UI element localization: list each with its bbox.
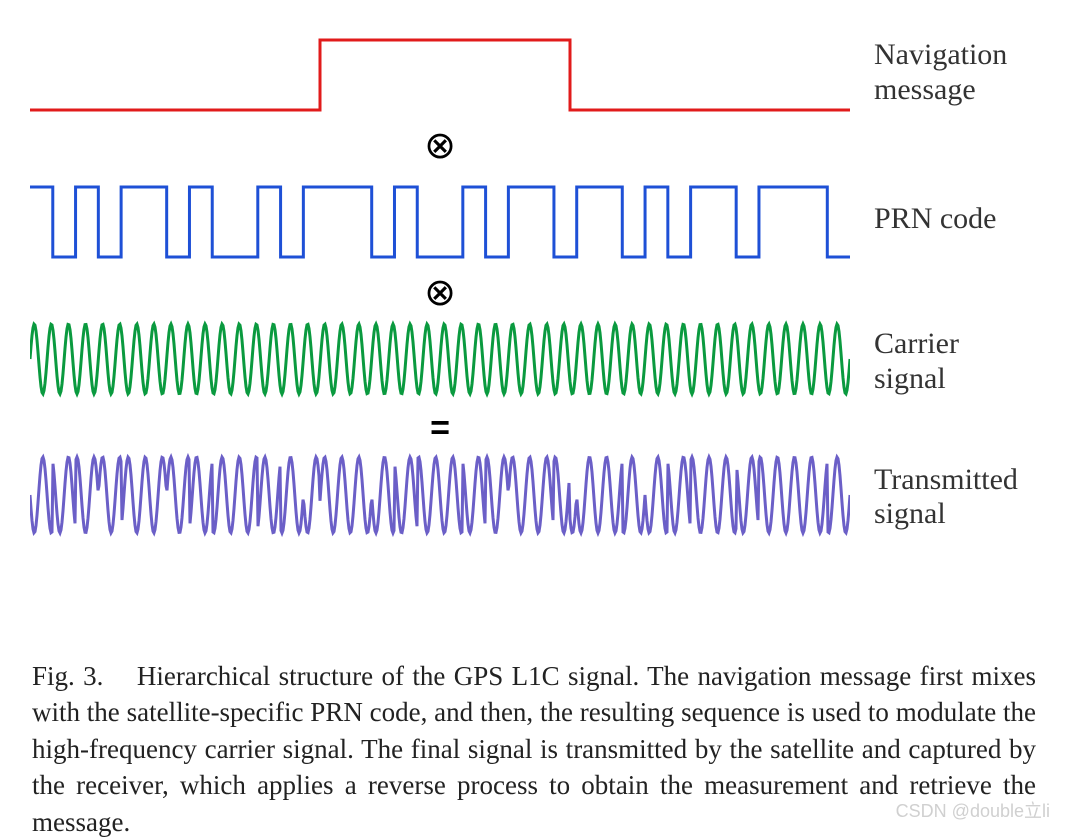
transmitted-signal-row: Transmittedsignal (30, 447, 1038, 547)
prn-label: PRN code (850, 202, 1038, 237)
transmitted-signal-svg (30, 447, 850, 547)
figure-number: Fig. 3. (32, 661, 103, 691)
figure-caption: Fig. 3. Hierarchical structure of the GP… (30, 640, 1038, 840)
prn-code-row: PRN code (30, 167, 1038, 272)
equals-operator: = (30, 409, 850, 447)
multiply-operator-1: ⊗ (30, 125, 850, 167)
prn-signal-svg (30, 167, 850, 272)
caption-text: Hierarchical structure of the GPS L1C si… (32, 661, 1036, 837)
carrier-label: Carriersignal (850, 327, 1038, 396)
signal-diagram: Navigationmessage ⊗ PRN code ⊗ Carriersi… (30, 20, 1038, 640)
nav-label: Navigationmessage (850, 38, 1038, 107)
nav-message-row: Navigationmessage (30, 20, 1038, 125)
transmitted-label: Transmittedsignal (850, 463, 1038, 532)
multiply-operator-2: ⊗ (30, 272, 850, 314)
carrier-signal-row: Carriersignal (30, 314, 1038, 409)
watermark-text: CSDN @double立li (896, 797, 1050, 823)
nav-signal-svg (30, 20, 850, 125)
carrier-signal-svg (30, 314, 850, 409)
